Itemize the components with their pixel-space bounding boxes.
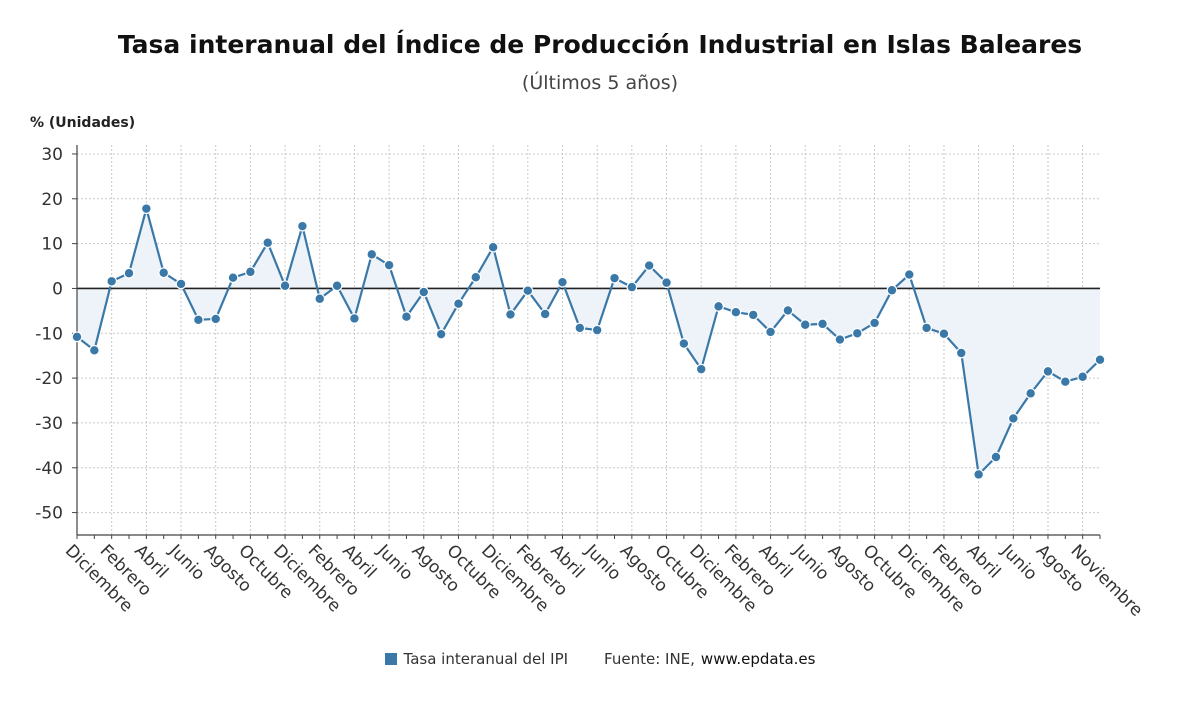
- data-points: [71, 203, 1106, 480]
- y-tick-label: 20: [41, 190, 63, 210]
- data-point: [921, 322, 933, 334]
- y-tick-label: -30: [35, 414, 63, 434]
- data-point: [435, 328, 447, 340]
- x-tick-labels: DiciembreFebreroAbrilJunioAgostoOctubreD…: [61, 540, 1146, 620]
- y-tick-label: -40: [35, 459, 63, 479]
- data-point: [1059, 376, 1071, 388]
- x-tick-label: Junio: [789, 540, 833, 584]
- data-point: [851, 327, 863, 339]
- data-point: [314, 293, 326, 305]
- data-point: [591, 324, 603, 336]
- data-point: [799, 319, 811, 331]
- data-point: [88, 344, 100, 356]
- data-point: [834, 334, 846, 345]
- data-point: [817, 318, 828, 330]
- data-point: [903, 269, 915, 280]
- area-fill: [77, 208, 1100, 475]
- data-point: [1042, 365, 1054, 377]
- data-point: [192, 314, 204, 326]
- x-tick-label: Junio: [997, 540, 1041, 584]
- data-point: [453, 298, 464, 310]
- data-point: [227, 272, 239, 284]
- chart-title: Tasa interanual del Índice de Producción…: [117, 30, 1083, 59]
- data-point: [747, 309, 759, 321]
- y-tick-label: 10: [41, 235, 63, 255]
- chart-subtitle: (Últimos 5 años): [521, 72, 679, 94]
- data-point: [713, 300, 724, 312]
- y-axis-unit-label: % (Unidades): [30, 115, 135, 131]
- data-point: [938, 328, 950, 340]
- grid: [77, 145, 1100, 535]
- data-point: [349, 313, 360, 324]
- data-point: [990, 451, 1002, 463]
- y-tick-label: -20: [35, 369, 63, 389]
- series-area: [77, 208, 1100, 475]
- data-point: [539, 308, 551, 320]
- legend: Tasa interanual del IPI Fuente: INE, www…: [0, 650, 1200, 668]
- data-point: [401, 311, 412, 323]
- data-point: [1077, 371, 1089, 383]
- data-point: [383, 259, 395, 271]
- data-point: [210, 313, 222, 325]
- data-point: [973, 469, 985, 480]
- data-point: [262, 237, 274, 249]
- series-line: [76, 207, 1101, 476]
- data-point: [505, 309, 516, 320]
- series-line-group: [76, 207, 1101, 476]
- data-point: [730, 306, 742, 318]
- data-point: [470, 271, 482, 283]
- data-point: [1025, 387, 1037, 399]
- y-tick-labels: 30 20 10 0 -10 -20 -30 -40 -50: [35, 145, 63, 524]
- data-point: [661, 277, 672, 289]
- x-tick-label: Junio: [580, 540, 624, 584]
- data-point: [418, 286, 430, 298]
- line-chart: % (Unidades) 30 20 10 0 -10 -20 -30 -40 -50 Dici…: [30, 115, 1146, 621]
- data-point: [71, 331, 83, 343]
- data-point: [557, 276, 568, 288]
- data-point: [366, 248, 378, 260]
- data-point: [955, 347, 967, 359]
- x-tick-label: Junio: [164, 540, 208, 584]
- data-point: [626, 281, 638, 293]
- data-point: [695, 363, 707, 375]
- x-tick-label: Junio: [372, 540, 416, 584]
- legend-label: Tasa interanual del IPI: [403, 650, 569, 668]
- data-point: [574, 322, 586, 334]
- data-point: [886, 284, 898, 296]
- data-point: [643, 260, 655, 271]
- source-site[interactable]: www.epdata.es: [700, 650, 816, 668]
- y-tick-label: -50: [35, 504, 63, 524]
- y-tick-label: -10: [35, 324, 63, 344]
- data-point: [158, 267, 170, 279]
- y-tick-label: 30: [41, 145, 63, 165]
- y-tick-label: 0: [52, 279, 63, 299]
- data-point: [869, 317, 880, 329]
- data-point: [609, 272, 620, 284]
- data-point: [279, 280, 291, 292]
- data-point: [331, 280, 343, 292]
- legend-swatch: [384, 653, 397, 665]
- data-point: [782, 305, 794, 316]
- data-point: [123, 267, 135, 279]
- axes: [72, 145, 1101, 539]
- data-point: [487, 241, 499, 253]
- data-point: [175, 278, 187, 290]
- data-point: [765, 326, 776, 338]
- data-point: [140, 203, 152, 215]
- data-point: [522, 285, 534, 297]
- data-point: [244, 266, 256, 278]
- data-point: [297, 220, 308, 232]
- source-prefix: Fuente: INE,: [604, 650, 695, 668]
- data-point: [1094, 354, 1106, 366]
- data-point: [1007, 413, 1019, 424]
- data-point: [678, 338, 690, 349]
- data-point: [106, 275, 118, 287]
